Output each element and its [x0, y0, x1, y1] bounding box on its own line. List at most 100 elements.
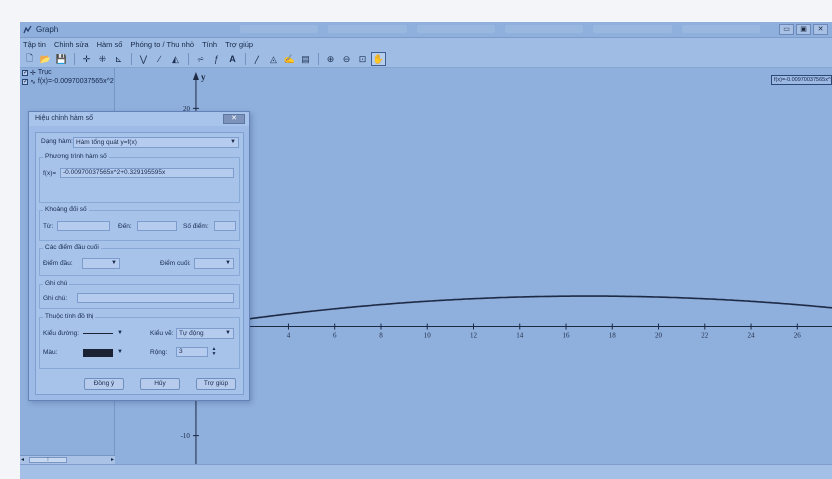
curve-icon: ∿ — [30, 78, 36, 86]
endpoints-group-title: Các điểm đầu cuối — [43, 244, 101, 251]
note-input[interactable] — [77, 293, 234, 303]
x-tick-label: 16 — [563, 332, 571, 340]
note-label: Ghi chú: — [43, 295, 68, 302]
title-bar: Graph ▭ ▣ ✕ — [20, 22, 832, 38]
menu-function[interactable]: Hàm số — [96, 40, 123, 49]
points-input[interactable] — [214, 221, 236, 231]
insert-point-icon[interactable]: ⁜ — [98, 53, 107, 64]
points-label: Số điểm: — [183, 223, 209, 230]
menu-help[interactable]: Trợ giúp — [225, 40, 254, 49]
fx-input[interactable]: -0.00970037565x^2+0.329195595x — [60, 168, 234, 178]
x-tick-label: 14 — [516, 332, 524, 340]
insert-tangent-icon[interactable]: ∕ — [158, 54, 161, 64]
toolbar-separator — [74, 53, 75, 65]
table-icon[interactable]: ▤ — [301, 53, 310, 64]
insert-axes-icon[interactable]: ✛ — [82, 53, 91, 64]
menu-edit[interactable]: Chỉnh sửa — [53, 40, 89, 49]
dialog-title-bar: Hiệu chỉnh hàm số ✕ — [29, 112, 249, 126]
open-folder-icon[interactable]: 📂 — [39, 53, 52, 64]
insert-relation-icon[interactable]: ⊾ — [114, 53, 123, 64]
zoom-in-icon[interactable]: ⊕ — [326, 53, 335, 64]
app-graph-icon — [23, 25, 32, 34]
list-item[interactable]: ✓ ✛ Trục — [20, 68, 114, 77]
scroll-thumb[interactable]: ⁞ — [29, 457, 67, 463]
edit-icon[interactable]: ✍ — [283, 53, 296, 64]
color-select[interactable]: ▼ — [80, 347, 126, 358]
dialog-title: Hiệu chỉnh hàm số — [35, 115, 93, 122]
from-input[interactable] — [57, 221, 110, 231]
color-swatch — [83, 349, 113, 357]
insert-text-icon[interactable]: A — [229, 54, 236, 64]
y-axis-label: y — [201, 72, 206, 82]
equation-group-title: Phương trình hàm số — [43, 153, 109, 160]
horizontal-scrollbar[interactable]: ◂ ⁞ ▸ — [20, 455, 115, 464]
draw-style-select[interactable]: Tự động ▼ — [176, 328, 234, 339]
menu-calc[interactable]: Tính — [202, 40, 218, 49]
line-style-label: Kiểu đường: — [43, 330, 80, 337]
maximize-button[interactable]: ▣ — [796, 24, 811, 35]
line-style-select[interactable]: ▼ — [80, 328, 126, 339]
x-tick-label: 12 — [470, 332, 478, 340]
insert-shading-icon[interactable]: ◭ — [172, 53, 179, 64]
chevron-down-icon: ▼ — [225, 330, 231, 336]
start-point-select[interactable]: ▼ — [82, 258, 120, 269]
width-input[interactable]: 3 — [176, 347, 208, 357]
scroll-left-icon[interactable]: ◂ — [21, 457, 25, 463]
help-button[interactable]: Trợ giúp — [196, 378, 236, 390]
end-point-select[interactable]: ▼ — [194, 258, 234, 269]
equation-group — [39, 157, 240, 203]
note-group — [39, 284, 240, 309]
menu-file[interactable]: Tập tin — [23, 40, 46, 49]
list-item[interactable]: ✓ ∿ f(x)=-0.00970037565x^2 — [20, 77, 114, 86]
draw-style-value: Tự động — [179, 330, 204, 337]
insert-function-icon[interactable]: ⋁ — [139, 53, 148, 64]
from-label: Từ: — [43, 223, 54, 230]
chevron-down-icon: ▼ — [117, 349, 123, 355]
insert-fxy-icon[interactable]: ƒ — [213, 54, 219, 64]
trendline-icon[interactable]: 〳 — [252, 54, 262, 65]
checkbox-icon[interactable]: ✓ — [22, 78, 29, 85]
dialog-close-button[interactable]: ✕ — [223, 114, 245, 124]
function-type-value: Hàm tổng quát y=f(x) — [76, 139, 137, 146]
new-file-icon[interactable]: 🗋 — [25, 53, 34, 63]
note-group-title: Ghi chú — [43, 280, 70, 287]
toolbar-separator — [245, 53, 246, 65]
y-tick-label: -10 — [181, 432, 191, 440]
toolbar: 🗋 📂 💾 ✛ ⁜ ⊾ ⋁ ∕ ◭ ⩫ ƒ A 〳 ◬ ✍ ▤ ⊕ ⊖ ⊡ ✋ — [20, 51, 832, 68]
draw-style-label: Kiểu vẽ: — [150, 330, 174, 337]
move-hand-icon[interactable]: ✋ — [371, 52, 386, 66]
toolbar-separator — [318, 53, 319, 65]
scroll-right-icon[interactable]: ▸ — [110, 457, 114, 463]
zoom-square-icon[interactable]: ⊡ — [358, 53, 367, 64]
x-tick-label: 10 — [424, 332, 432, 340]
function-type-label: Dạng hàm: — [41, 138, 73, 145]
cancel-button[interactable]: Hủy — [140, 378, 180, 390]
to-input[interactable] — [137, 221, 177, 231]
function-type-select[interactable]: Hàm tổng quát y=f(x) ▼ — [73, 137, 239, 148]
ok-button[interactable]: Đồng ý — [84, 378, 124, 390]
fx-label: f(x)= — [43, 170, 57, 177]
zoom-out-icon[interactable]: ⊖ — [342, 53, 351, 64]
x-tick-label: 4 — [287, 332, 291, 340]
chevron-down-icon: ▼ — [117, 330, 123, 336]
dialog-body: Dạng hàm: Hàm tổng quát y=f(x) ▼ Phương … — [35, 132, 244, 395]
checkbox-icon[interactable]: ✓ — [22, 69, 29, 76]
window-title: Graph — [36, 25, 59, 34]
axes-icon: ✛ — [30, 69, 36, 77]
close-button[interactable]: ✕ — [813, 24, 828, 35]
background-taskbar-ghost — [240, 25, 760, 35]
minimize-button[interactable]: ▭ — [779, 24, 794, 35]
width-label: Rộng: — [150, 349, 168, 356]
save-icon[interactable]: 💾 — [55, 53, 68, 64]
chevron-down-icon: ▼ — [230, 139, 236, 145]
edit-function-dialog: Hiệu chỉnh hàm số ✕ Dạng hàm: Hàm tổng q… — [28, 111, 250, 401]
point-series-icon[interactable]: ◬ — [270, 53, 277, 64]
insert-series-icon[interactable]: ⩫ — [196, 53, 205, 64]
width-spinner-icon[interactable]: ▲ ▼ — [211, 346, 217, 357]
x-tick-label: 22 — [701, 332, 709, 340]
status-bar — [20, 464, 832, 479]
color-label: Màu: — [43, 349, 58, 356]
graph-properties-title: Thuộc tính đồ thị — [43, 313, 96, 320]
range-group-title: Khoảng đối số — [43, 206, 89, 213]
menu-zoom[interactable]: Phóng to / Thu nhỏ — [130, 40, 195, 49]
